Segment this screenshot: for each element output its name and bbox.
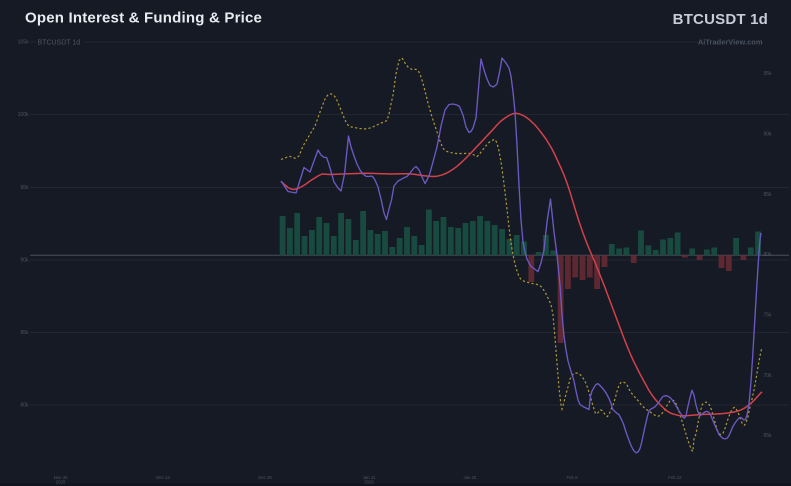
svg-text:Dec 14: Dec 14 bbox=[156, 475, 170, 480]
svg-text:100k: 100k bbox=[18, 112, 29, 118]
svg-text:105k: 105k bbox=[18, 40, 29, 46]
svg-text:Dec 28: Dec 28 bbox=[258, 475, 272, 480]
svg-text:90k: 90k bbox=[20, 258, 29, 264]
svg-text:70k: 70k bbox=[764, 373, 773, 379]
svg-text:Open Interest & Funding & Pric: Open Interest & Funding & Price bbox=[25, 9, 262, 26]
svg-text:AiTraderView.com: AiTraderView.com bbox=[698, 38, 763, 47]
svg-text:95k: 95k bbox=[764, 71, 773, 77]
svg-text:BTCUSDT 1d: BTCUSDT 1d bbox=[673, 11, 768, 28]
svg-text:Jan 25: Jan 25 bbox=[464, 475, 478, 480]
svg-text:2026: 2026 bbox=[364, 479, 374, 484]
svg-text:80k: 80k bbox=[20, 403, 29, 409]
svg-text:Feb 8: Feb 8 bbox=[567, 475, 579, 480]
svg-text:Feb 22: Feb 22 bbox=[668, 475, 682, 480]
svg-text:75k: 75k bbox=[764, 312, 773, 318]
svg-text:2025: 2025 bbox=[56, 479, 66, 484]
svg-text:Jan 11: Jan 11 bbox=[363, 475, 376, 480]
svg-text:80k: 80k bbox=[764, 252, 773, 258]
svg-text:90k: 90k bbox=[764, 131, 773, 137]
svg-text:85k: 85k bbox=[20, 330, 29, 336]
svg-text:BTCUSDT 1d: BTCUSDT 1d bbox=[38, 40, 81, 47]
svg-text:85k: 85k bbox=[764, 192, 773, 198]
svg-text:Nov 30: Nov 30 bbox=[54, 475, 68, 480]
svg-text:95k: 95k bbox=[20, 185, 29, 191]
svg-text:65k: 65k bbox=[764, 433, 773, 439]
